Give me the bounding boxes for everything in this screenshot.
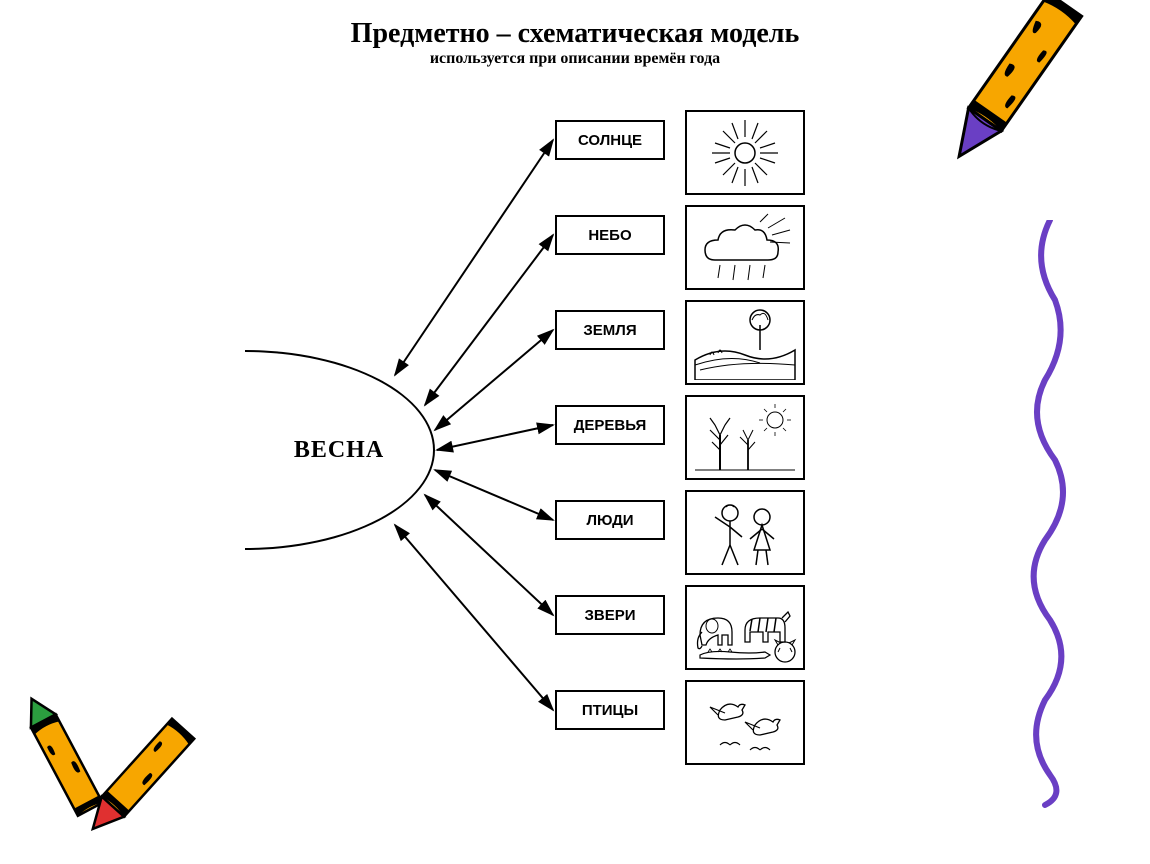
sun-icon <box>690 115 800 190</box>
image-box-sun <box>685 110 805 195</box>
squiggle-decoration <box>1010 220 1090 820</box>
center-node: ВЕСНА <box>245 350 435 550</box>
birds-icon <box>690 685 800 760</box>
label-text: ПТИЦЫ <box>582 702 638 719</box>
animals-icon <box>690 590 800 665</box>
diagram-container: ВЕСНА СОЛНЦЕ НЕБО ЗЕМЛЯ ДЕРЕВЬЯ ЛЮДИ ЗВЕ… <box>245 120 805 820</box>
people-icon <box>690 495 800 570</box>
center-label: ВЕСНА <box>294 437 384 464</box>
label-text: ЗЕМЛЯ <box>583 322 636 339</box>
label-box: НЕБО <box>555 215 665 255</box>
label-box: СОЛНЦЕ <box>555 120 665 160</box>
label-text: ЗВЕРИ <box>584 607 635 624</box>
label-box: ЗЕМЛЯ <box>555 310 665 350</box>
image-box-people <box>685 490 805 575</box>
image-box-trees <box>685 395 805 480</box>
label-box: ЛЮДИ <box>555 500 665 540</box>
label-box: ДЕРЕВЬЯ <box>555 405 665 445</box>
image-column <box>685 110 805 775</box>
label-text: НЕБО <box>588 227 631 244</box>
earth-icon <box>690 305 800 380</box>
label-box: ЗВЕРИ <box>555 595 665 635</box>
crayon-decoration-bottom <box>10 674 230 854</box>
trees-icon <box>690 400 800 475</box>
crayon-decoration-top <box>930 0 1130 220</box>
label-box: ПТИЦЫ <box>555 690 665 730</box>
label-column: СОЛНЦЕ НЕБО ЗЕМЛЯ ДЕРЕВЬЯ ЛЮДИ ЗВЕРИ ПТИ… <box>555 120 665 785</box>
image-box-sky <box>685 205 805 290</box>
image-box-birds <box>685 680 805 765</box>
label-text: СОЛНЦЕ <box>578 132 642 149</box>
image-box-earth <box>685 300 805 385</box>
image-box-animals <box>685 585 805 670</box>
label-text: ДЕРЕВЬЯ <box>574 417 647 434</box>
sky-icon <box>690 210 800 285</box>
label-text: ЛЮДИ <box>586 512 633 529</box>
